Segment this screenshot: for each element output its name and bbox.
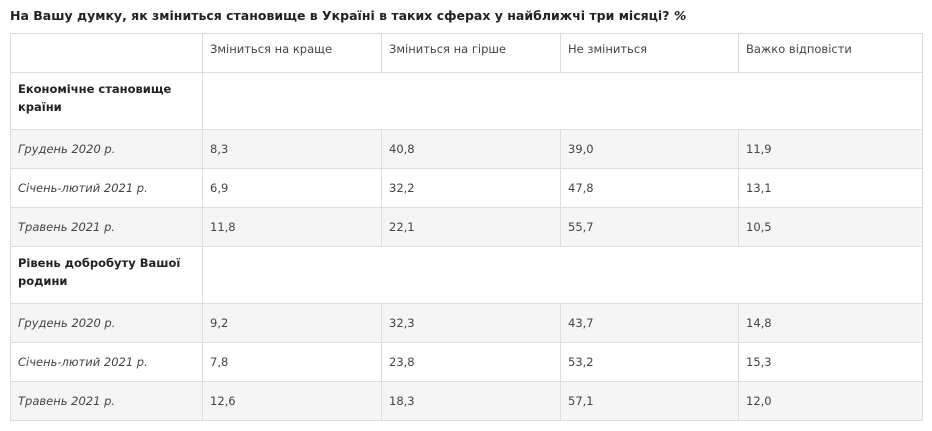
table-row: Січень-лютий 2021 р. 7,8 23,8 53,2 15,3 [10, 342, 923, 382]
period-cell: Грудень 2020 р. [10, 129, 203, 169]
header-cell-empty [10, 33, 203, 73]
value-cell: 6,9 [202, 168, 382, 208]
value-cell: 57,1 [560, 381, 739, 421]
table-title: На Вашу думку, як зміниться становище в … [10, 8, 686, 23]
section-label: Економічне становище країни [10, 72, 203, 130]
section-label: Рівень добробуту Вашої родини [10, 246, 203, 304]
period-cell: Травень 2021 р. [10, 207, 203, 247]
period-cell: Січень-лютий 2021 р. [10, 168, 203, 208]
table-row: Січень-лютий 2021 р. 6,9 32,2 47,8 13,1 [10, 168, 923, 208]
value-cell: 53,2 [560, 342, 739, 382]
value-cell: 47,8 [560, 168, 739, 208]
value-cell: 22,1 [381, 207, 561, 247]
header-cell-worse: Зміниться на гірше [381, 33, 561, 73]
value-cell: 18,3 [381, 381, 561, 421]
table-title-unit: % [673, 8, 687, 23]
value-cell: 12,0 [738, 381, 923, 421]
section-row: Рівень добробуту Вашої родини [10, 246, 923, 304]
value-cell: 43,7 [560, 303, 739, 343]
value-cell: 32,3 [381, 303, 561, 343]
value-cell: 9,2 [202, 303, 382, 343]
value-cell: 15,3 [738, 342, 923, 382]
value-cell: 23,8 [381, 342, 561, 382]
value-cell: 12,6 [202, 381, 382, 421]
value-cell: 13,1 [738, 168, 923, 208]
value-cell: 10,5 [738, 207, 923, 247]
table-row: Грудень 2020 р. 8,3 40,8 39,0 11,9 [10, 129, 923, 169]
survey-table: Зміниться на краще Зміниться на гірше Не… [10, 33, 923, 421]
value-cell: 40,8 [381, 129, 561, 169]
value-cell: 14,8 [738, 303, 923, 343]
table-row: Грудень 2020 р. 9,2 32,3 43,7 14,8 [10, 303, 923, 343]
table-row: Травень 2021 р. 11,8 22,1 55,7 10,5 [10, 207, 923, 247]
value-cell: 7,8 [202, 342, 382, 382]
value-cell: 8,3 [202, 129, 382, 169]
period-cell: Січень-лютий 2021 р. [10, 342, 203, 382]
value-cell: 55,7 [560, 207, 739, 247]
section-spacer [202, 246, 923, 304]
table-title-text: На Вашу думку, як зміниться становище в … [10, 8, 670, 23]
header-cell-hard-to-say: Важко відповісти [738, 33, 923, 73]
value-cell: 11,8 [202, 207, 382, 247]
value-cell: 11,9 [738, 129, 923, 169]
section-spacer [202, 72, 923, 130]
header-row: Зміниться на краще Зміниться на гірше Не… [10, 33, 923, 73]
table-row: Травень 2021 р. 12,6 18,3 57,1 12,0 [10, 381, 923, 421]
header-cell-better: Зміниться на краще [202, 33, 382, 73]
header-cell-unchanged: Не зміниться [560, 33, 739, 73]
value-cell: 32,2 [381, 168, 561, 208]
period-cell: Грудень 2020 р. [10, 303, 203, 343]
value-cell: 39,0 [560, 129, 739, 169]
period-cell: Травень 2021 р. [10, 381, 203, 421]
section-row: Економічне становище країни [10, 72, 923, 130]
